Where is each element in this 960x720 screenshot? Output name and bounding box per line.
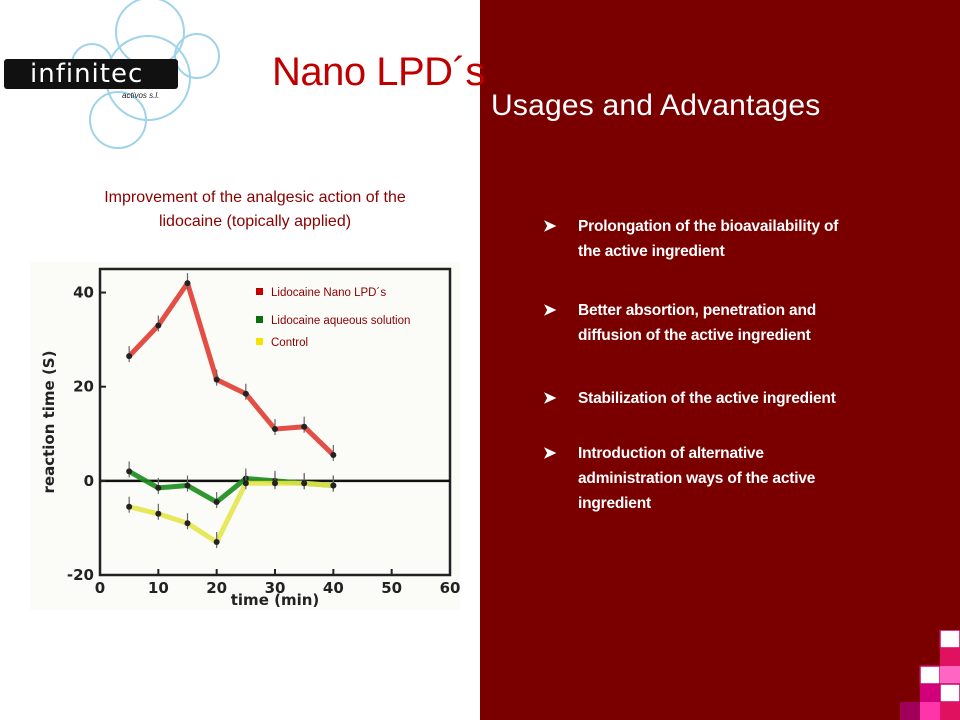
arrow-bullet-icon: ➤ <box>543 302 557 319</box>
data-point <box>301 480 308 487</box>
series-line <box>126 280 336 458</box>
company-logo: infinitec activos s.l. <box>0 0 240 160</box>
legend-label-aqueous: Lidocaine aqueous solution <box>271 315 410 327</box>
x-axis-label: time (min) <box>231 591 320 609</box>
page-title: Nano LPD´s <box>272 50 485 94</box>
x-tick-label: 0 <box>95 579 105 597</box>
x-tick-label: 30 <box>265 579 286 597</box>
data-point <box>330 451 337 458</box>
advantage-item: ➤ Stabilization of the active ingredient <box>542 386 882 411</box>
data-point <box>242 390 249 397</box>
data-point <box>213 376 220 383</box>
data-point <box>184 482 191 489</box>
data-point <box>184 520 191 527</box>
chart-background <box>30 262 460 610</box>
x-tick-label: 40 <box>323 579 344 597</box>
data-point <box>330 482 337 489</box>
x-tick-label: 20 <box>206 579 227 597</box>
x-tick-label: 10 <box>148 579 169 597</box>
advantages-list: ➤ Prolongation of the bioavailability of… <box>542 214 882 516</box>
data-point <box>155 322 162 329</box>
caption-line-1: Improvement of the analgesic action of t… <box>104 189 406 206</box>
advantage-item: ➤ Introduction of alternative administra… <box>542 441 882 516</box>
legend-swatch-lpd <box>256 288 263 295</box>
data-point <box>126 503 133 510</box>
data-point <box>272 426 278 433</box>
arrow-bullet-icon: ➤ <box>543 218 557 235</box>
y-tick-label: 40 <box>73 284 94 302</box>
x-tick-label: 60 <box>440 579 460 597</box>
chart-legend: Lidocaine Nano LPD´s Lidocaine aqueous s… <box>256 287 410 349</box>
legend-label-lpd: Lidocaine Nano LPD´s <box>271 287 386 299</box>
legend-label-control: Control <box>271 337 308 349</box>
data-point <box>126 468 133 475</box>
data-point <box>213 539 220 546</box>
series-line <box>126 480 336 545</box>
y-tick-label: -20 <box>67 566 94 584</box>
data-point <box>126 353 133 360</box>
data-point <box>155 510 162 517</box>
section-subtitle: Usages and Advantages <box>491 89 821 122</box>
advantage-item: ➤ Better absortion, penetration and diff… <box>542 298 882 348</box>
y-tick-label: 20 <box>73 378 94 396</box>
legend-swatch-aqueous <box>256 316 263 323</box>
series-layer <box>126 273 337 549</box>
advantage-item: ➤ Prolongation of the bioavailability of… <box>542 214 882 264</box>
data-point <box>272 480 278 487</box>
y-tick-label: 0 <box>84 472 94 490</box>
right-panel <box>480 0 960 720</box>
data-point <box>184 280 191 287</box>
x-tick-label: 50 <box>381 579 402 597</box>
data-point <box>155 484 162 491</box>
y-axis-label: reaction time (S) <box>40 351 58 494</box>
data-point <box>242 480 249 487</box>
caption-line-2: lidocaine (topically applied) <box>158 213 352 230</box>
logo-tagline: activos s.l. <box>122 91 160 100</box>
legend-swatch-control <box>256 338 263 345</box>
arrow-bullet-icon: ➤ <box>543 390 557 407</box>
data-point <box>301 423 308 430</box>
data-point <box>213 499 220 506</box>
logo-wordmark: infinitec <box>4 59 178 89</box>
arrow-bullet-icon: ➤ <box>543 445 557 462</box>
decorative-squares <box>900 630 960 720</box>
chart-caption: Improvement of the analgesic action of t… <box>70 186 440 234</box>
